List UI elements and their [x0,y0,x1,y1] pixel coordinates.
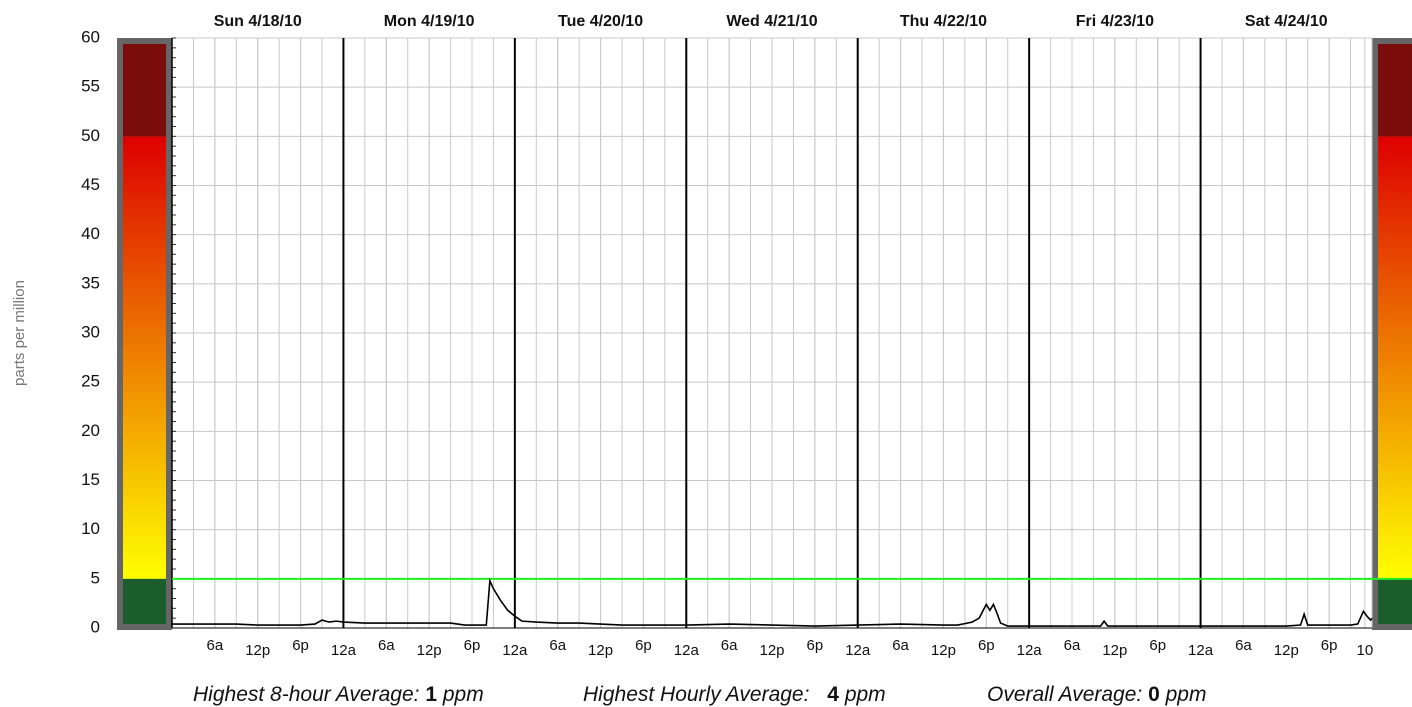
y-tick-label: 0 [91,617,100,636]
y-tick-label: 20 [81,421,100,440]
x-tick-label: 12p [759,642,784,659]
stat: Overall Average: 0 ppm [987,683,1206,706]
stat-unit: ppm [442,683,484,706]
x-tick-label: 12p [417,642,442,659]
stat-label: Overall Average: [987,683,1142,706]
x-tick-label: 6a [549,637,566,654]
color-band [123,136,166,579]
x-tick-label: 12p [931,642,956,659]
x-tick-label: 12a [1188,642,1214,659]
x-tick-label: 6p [807,637,824,654]
x-tick-label: 12a [1017,642,1043,659]
color-band [123,578,166,624]
stat-unit: ppm [1165,683,1207,706]
x-tick-label: 6p [1321,637,1338,654]
day-label: Thu 4/22/10 [900,13,987,30]
x-tick-label: 6p [978,637,995,654]
x-tick-label: 12p [588,642,613,659]
day-label: Tue 4/20/10 [558,13,643,30]
y-tick-label: 15 [81,470,100,489]
stat: Highest 8-hour Average: 1 ppm [193,683,484,706]
x-tick-label: 6p [464,637,481,654]
x-tick-label: 6p [1149,637,1166,654]
x-tick-label: 12a [845,642,871,659]
y-tick-label: 35 [81,273,100,292]
stat-value: 1 [425,683,437,706]
y-axis-label: parts per million [11,280,28,386]
stat-unit: ppm [844,683,886,706]
y-tick-label: 5 [91,568,100,587]
x-tick-label: 12a [331,642,357,659]
day-label: Sat 4/24/10 [1245,13,1328,30]
color-band [1378,578,1412,624]
day-label: Mon 4/19/10 [384,13,475,30]
y-tick-label: 45 [81,175,100,194]
color-band [1378,136,1412,579]
color-band [1378,44,1412,137]
y-tick-label: 10 [81,519,100,538]
day-label: Fri 4/23/10 [1076,13,1154,30]
x-tick-label: 6p [292,637,309,654]
stat-label: Highest Hourly Average: [583,683,809,706]
x-tick-label: 6a [378,637,395,654]
x-tick-label: 12p [1102,642,1127,659]
x-tick-label: 6a [207,637,224,654]
data-line [172,577,1373,627]
y-tick-label: 60 [81,27,100,46]
stat-value: 4 [827,683,839,706]
color-band [123,44,166,137]
x-tick-label: 6a [721,637,738,654]
x-tick-label: 12a [674,642,700,659]
day-label: Wed 4/21/10 [726,13,817,30]
day-label: Sun 4/18/10 [214,13,302,30]
stat: Highest Hourly Average: 4 ppm [583,683,886,706]
y-tick-label: 50 [81,126,100,145]
x-tick-label: 12a [502,642,528,659]
y-tick-label: 25 [81,372,100,391]
stat-label: Highest 8-hour Average: [193,683,419,706]
y-tick-label: 30 [81,322,100,341]
stat-value: 0 [1148,683,1160,706]
x-tick-label: 6a [1235,637,1252,654]
x-tick-label: 12p [1274,642,1299,659]
x-tick-label: 12p [245,642,270,659]
x-tick-label: 6a [1064,637,1081,654]
y-tick-label: 40 [81,224,100,243]
x-tick-label: 6a [892,637,909,654]
y-tick-label: 55 [81,77,100,96]
x-tick-label: 6p [635,637,652,654]
x-tick-label: 10 [1357,642,1374,659]
